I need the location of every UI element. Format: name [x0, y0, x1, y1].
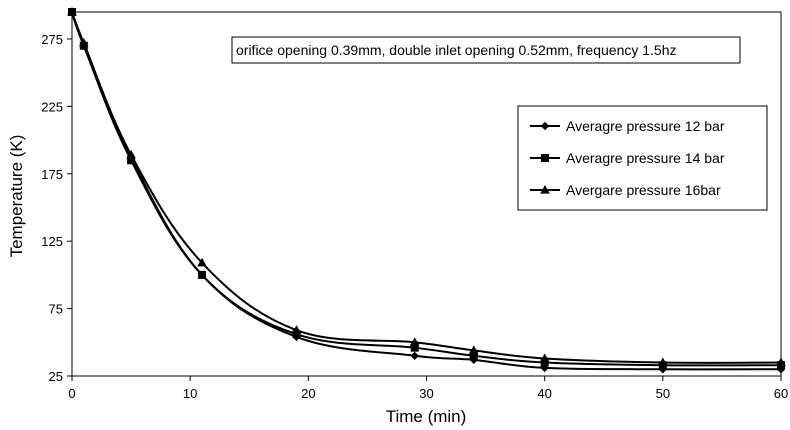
data-point-square — [127, 156, 136, 165]
y-tick-label: 75 — [49, 302, 63, 317]
legend-marker-triangle — [540, 185, 550, 194]
x-tick-label: 20 — [301, 386, 315, 401]
x-tick-label: 0 — [68, 386, 75, 401]
data-point-triangle — [67, 7, 77, 16]
series-3 — [67, 7, 786, 367]
legend-item: Averagre pressure 14 bar — [530, 150, 725, 166]
y-tick-label: 225 — [41, 99, 63, 114]
x-tick-label: 50 — [656, 386, 670, 401]
legend-label: Averagre pressure 14 bar — [566, 150, 725, 166]
annotation-frame — [231, 36, 741, 64]
data-point-triangle — [468, 345, 479, 354]
data-point-triangle — [409, 337, 420, 346]
data-point-square — [410, 343, 419, 352]
legend-item: Avergare pressure 16bar — [530, 182, 721, 198]
y-tick-label: 125 — [41, 234, 63, 249]
x-tick-label: 10 — [183, 386, 197, 401]
data-point-triangle — [79, 38, 89, 47]
data-point-square — [540, 358, 549, 367]
data-point-triangle — [197, 257, 207, 267]
data-point-triangle — [291, 325, 302, 334]
data-point-square — [292, 330, 301, 339]
legend-marker-square — [541, 154, 549, 162]
x-tick-label: 30 — [419, 386, 433, 401]
series-line — [71, 11, 782, 364]
data-point-triangle — [776, 357, 786, 367]
legend-item: Averagre pressure 12 bar — [530, 118, 725, 134]
x-tick-label: 60 — [774, 386, 788, 401]
legend-items: Averagre pressure 12 bar Averagre pressur… — [530, 118, 725, 198]
data-point-square — [469, 351, 478, 360]
legend-label: Averagre pressure 12 bar — [566, 118, 725, 134]
x-axis-ticks: 0 10 20 30 40 50 60 — [68, 376, 788, 401]
data-point-triangle — [658, 357, 668, 367]
data-point-diamond — [410, 351, 419, 360]
data-point-triangle — [539, 353, 550, 363]
y-axis-title: Temperature (K) — [7, 135, 26, 258]
series-layer — [67, 7, 786, 374]
y-tick-label: 275 — [41, 32, 63, 47]
x-axis-title: Time (min) — [386, 407, 467, 426]
data-point-triangle — [126, 149, 136, 159]
legend-marker-diamond — [540, 121, 550, 131]
series-line — [71, 11, 782, 367]
x-tick-label: 40 — [537, 386, 551, 401]
annotation-text: orifice opening 0.39mm, double inlet ope… — [236, 42, 677, 58]
y-tick-label: 175 — [41, 167, 63, 182]
legend: Averagre pressure 12 bar Averagre pressur… — [517, 105, 768, 211]
data-point-square — [197, 270, 206, 279]
legend-label: Avergare pressure 16bar — [566, 182, 721, 198]
y-tick-label: 25 — [49, 369, 63, 384]
annotation-box: orifice opening 0.39mm, double inlet ope… — [231, 36, 741, 64]
y-axis-ticks: 25 75 125 175 225 275 — [41, 32, 72, 384]
